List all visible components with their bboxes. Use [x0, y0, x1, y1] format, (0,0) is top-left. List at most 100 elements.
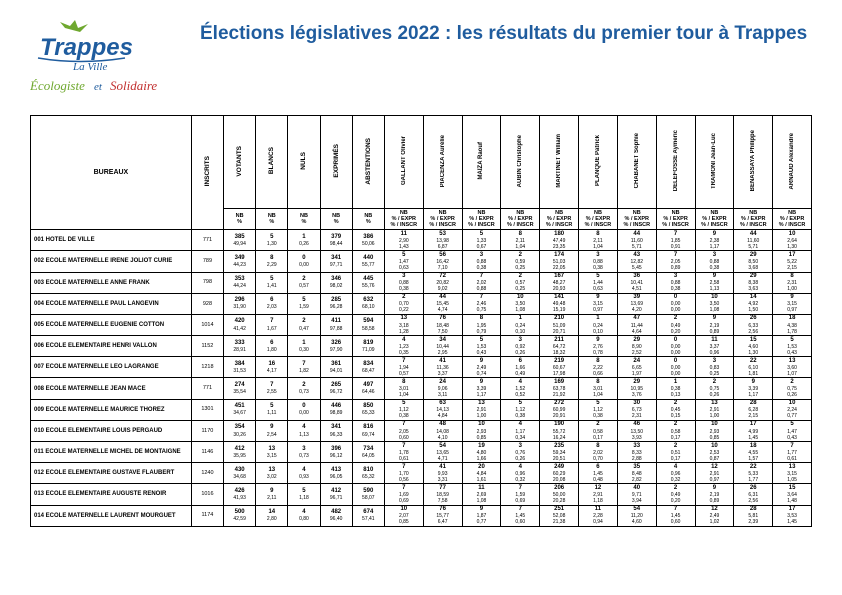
cell-stat: 32697,90: [320, 336, 352, 357]
cell-candidate: 3410,442,95: [423, 336, 462, 357]
col-candidate: CHABANET Sophie: [617, 116, 656, 209]
cell-candidate: 266,312,56: [734, 484, 773, 505]
col-stat: BLANCS: [256, 116, 288, 209]
cell-stat: 83468,47: [352, 357, 384, 378]
cell-candidate: 93,391,17: [462, 378, 501, 399]
cell-candidate: 112,901,43: [384, 230, 423, 251]
cell-candidate: 92,190,89: [695, 314, 734, 335]
cell-candidate: 3610,414,51: [617, 272, 656, 293]
cell-stat: 41296,71: [320, 484, 352, 505]
table-row: 006 ECOLE ELEMENTAIRE HENRI VALLON115233…: [31, 336, 812, 357]
cell-candidate: 5411,204,60: [617, 505, 656, 526]
cell-candidate: 71,770,61: [773, 442, 812, 463]
sub-header-cand: NB% / EXPR% / INSCR: [579, 209, 618, 230]
cell-stat: 37998,44: [320, 230, 352, 251]
cell-candidate: 30,880,38: [462, 251, 501, 272]
col-candidate: DELEFOSSE Aymeric: [656, 116, 695, 209]
table-row: 010 ECOLE ELEMENTAIRE LOUIS PERGAUD11703…: [31, 420, 812, 441]
cell-bureau: 012 ECOLE ELEMENTAIRE GUSTAVE FLAUBERT: [31, 463, 192, 484]
cell-candidate: 27260,9920,91: [540, 399, 579, 420]
cell-candidate: 20,590,25: [501, 251, 540, 272]
cell-candidate: 122,491,02: [695, 505, 734, 526]
cell-stat: 67457,41: [352, 505, 384, 526]
cell-candidate: 20,750,26: [773, 378, 812, 399]
cell-stat: 142,80: [256, 505, 288, 526]
col-candidate: MARTINET William: [540, 116, 579, 209]
cell-candidate: 00,000,00: [656, 336, 695, 357]
cell-candidate: 20,750,26: [695, 378, 734, 399]
cell-candidate: 23559,3420,51: [540, 442, 579, 463]
cell-stat: 92,11: [256, 484, 288, 505]
cell-stat: 26596,72: [320, 378, 352, 399]
cell-candidate: 82,111,04: [579, 230, 618, 251]
cell-stat: 63268,10: [352, 293, 384, 314]
cell-stat: 00,00: [288, 399, 320, 420]
cell-candidate: 92,760,78: [579, 336, 618, 357]
sub-header-stat: NB%: [320, 209, 352, 230]
cell-candidate: 25152,0821,38: [540, 505, 579, 526]
cell-candidate: 306,732,31: [617, 399, 656, 420]
cell-candidate: 81,950,79: [462, 314, 501, 335]
cell-candidate: 10,240,10: [579, 314, 618, 335]
cell-candidate: 71,590,69: [501, 484, 540, 505]
cell-stat: 38650,06: [352, 230, 384, 251]
cell-stat: 38431,53: [224, 357, 256, 378]
cell-inscrits: 1301: [191, 399, 223, 420]
table-row: 005 ECOLE MATERNELLE EUGENIE COTTON10144…: [31, 314, 812, 335]
cell-candidate: 51,530,43: [773, 336, 812, 357]
cell-bureau: 008 ECOLE MATERNELLE JEAN MACE: [31, 378, 192, 399]
header: Trappes La Ville Écologiste et Solidaire…: [30, 20, 812, 105]
col-inscrits: INSCRITS: [191, 116, 223, 230]
cell-candidate: 298,383,63: [734, 272, 773, 293]
col-candidate: AUBIN Christophe: [501, 116, 540, 209]
cell-candidate: 112,280,94: [579, 505, 618, 526]
cell-stat: 35430,26: [224, 420, 256, 441]
cell-candidate: 7618,487,50: [423, 314, 462, 335]
cell-candidate: 226,101,81: [734, 357, 773, 378]
cell-inscrits: 1146: [191, 442, 223, 463]
sub-header-cand: NB% / EXPR% / INSCR: [734, 209, 773, 230]
cell-stat: 35344,24: [224, 272, 256, 293]
cell-candidate: 83,011,04: [579, 378, 618, 399]
cell-inscrits: 771: [191, 230, 223, 251]
cell-stat: 41,13: [288, 420, 320, 441]
cell-stat: 40,93: [288, 463, 320, 484]
cell-candidate: 51,440,63: [579, 272, 618, 293]
cell-candidate: 102,930,85: [695, 420, 734, 441]
table-row: 014 ECOLE MATERNELLE LAURENT MOURGUET117…: [31, 505, 812, 526]
cell-candidate: 51,470,63: [384, 251, 423, 272]
cell-candidate: 5313,986,87: [423, 230, 462, 251]
cell-stat: 34698,02: [320, 272, 352, 293]
col-candidate: GALLANT Olivier: [384, 116, 423, 209]
cell-stat: 28596,28: [320, 293, 352, 314]
cell-bureau: 001 HOTEL DE VILLE: [31, 230, 192, 251]
cell-candidate: 2910,953,76: [617, 378, 656, 399]
cell-candidate: 174,991,45: [734, 420, 773, 441]
svg-text:et: et: [94, 81, 103, 93]
cell-candidate: 61,660,49: [501, 357, 540, 378]
cell-candidate: 154,601,30: [734, 336, 773, 357]
cell-bureau: 014 ECOLE MATERNELLE LAURENT MOURGUET: [31, 505, 192, 526]
cell-bureau: 011 ECOLE MATERNELLE MICHEL DE MONTAIGNE: [31, 442, 192, 463]
cell-candidate: 338,332,88: [617, 442, 656, 463]
cell-bureau: 007 ECOLE MATERNELLE LEO LAGRANGE: [31, 357, 192, 378]
cell-candidate: 20,700,22: [384, 293, 423, 314]
cell-stat: 20,47: [288, 314, 320, 335]
cell-stat: 41197,88: [320, 314, 352, 335]
cell-candidate: 71,690,69: [384, 484, 423, 505]
cell-candidate: 20,490,20: [656, 314, 695, 335]
cell-candidate: 21960,6717,98: [540, 357, 579, 378]
col-candidate: TRAMONI Jean-Luc: [695, 116, 734, 209]
cell-candidate: 246,651,97: [617, 357, 656, 378]
cell-candidate: 82,020,70: [579, 442, 618, 463]
cell-candidate: 14149,4815,19: [540, 293, 579, 314]
svg-text:Écologiste: Écologiste: [30, 78, 85, 93]
col-bureau: BUREAUX: [31, 116, 192, 230]
cell-candidate: 83,011,04: [384, 378, 423, 399]
cell-candidate: 113,370,96: [695, 336, 734, 357]
trappes-logo: Trappes La Ville Écologiste et Solidaire: [30, 20, 170, 100]
cell-stat: 20,57: [288, 272, 320, 293]
cell-candidate: 72,050,60: [384, 420, 423, 441]
cell-stat: 33328,91: [224, 336, 256, 357]
cell-candidate: 00,000,00: [656, 293, 695, 314]
